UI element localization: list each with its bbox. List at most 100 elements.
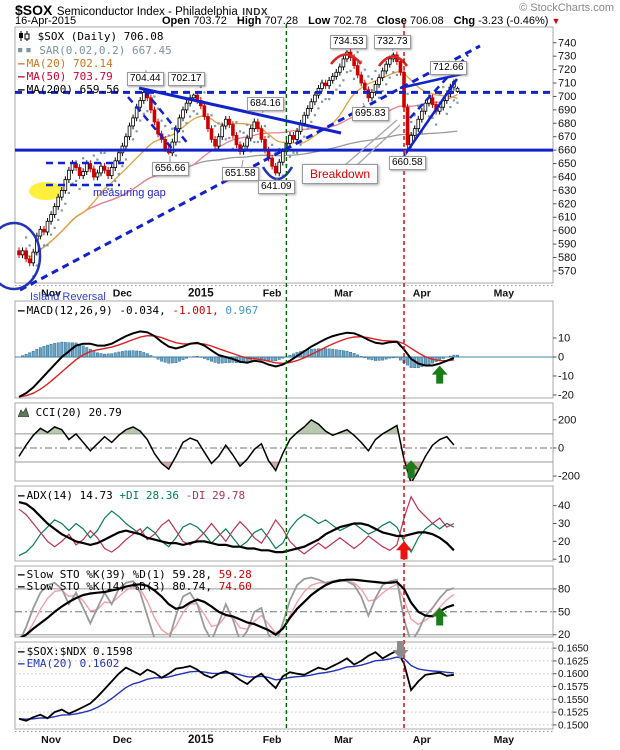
close-value: 706.08 xyxy=(409,15,444,27)
svg-text:20: 20 xyxy=(558,629,570,641)
price-callout: 732.73 xyxy=(374,35,411,49)
svg-text:-10: -10 xyxy=(558,370,574,382)
macd-signal-value: -1.001, xyxy=(172,304,219,317)
bottom-arc xyxy=(261,166,294,181)
ma200-legend-label: MA(200) 659.56 xyxy=(26,83,120,96)
sto-panel-border xyxy=(14,565,554,638)
svg-text:680: 680 xyxy=(558,118,576,130)
ma200-line-icon: — xyxy=(18,83,25,96)
cci-panel-border xyxy=(14,402,554,482)
minus-di-line xyxy=(18,495,455,555)
plus-di-line xyxy=(18,510,455,557)
svg-text:Mar: Mar xyxy=(334,734,353,746)
sto-legend-2: — Slow STO %K(14) %D(3) 80.74, 74.60 xyxy=(18,580,252,593)
svg-text:630: 630 xyxy=(558,185,576,197)
sto-legend-1: — Slow STO %K(39) %D(1) 59.28, 59.28 xyxy=(18,568,252,581)
price-callout: 651.58 xyxy=(222,167,259,181)
main-legend-row-price: $SOX (Daily) 706.08 xyxy=(18,30,163,43)
adx-plus-di: +DI 28.36 xyxy=(119,489,179,502)
ratio-ema-legend: — EMA(20) 0.1602 xyxy=(18,657,119,670)
change-down-icon: ▼ xyxy=(551,16,561,26)
sto-k39-line xyxy=(19,578,455,637)
macd-series xyxy=(15,330,553,398)
main-legend-row-sar: ■ ■ SAR(0.02,0.2) 667.45 xyxy=(18,44,172,57)
adx-series xyxy=(18,495,455,557)
ratio-ema-line xyxy=(18,656,454,720)
price-callout: 712.66 xyxy=(430,61,467,75)
svg-text:700: 700 xyxy=(558,91,576,103)
svg-text:10: 10 xyxy=(558,333,570,345)
down-arrow-annotation xyxy=(392,641,409,659)
svg-text:Nov: Nov xyxy=(41,734,61,746)
sto-d3-line xyxy=(23,580,455,637)
island-circle xyxy=(0,221,42,291)
svg-text:Apr: Apr xyxy=(413,734,431,746)
svg-text:40: 40 xyxy=(558,500,570,512)
svg-text:Nov: Nov xyxy=(41,288,61,300)
sto-k14-line xyxy=(20,576,455,637)
svg-text:0: 0 xyxy=(558,442,564,454)
svg-text:0.1650: 0.1650 xyxy=(558,644,589,655)
svg-text:80: 80 xyxy=(558,583,570,595)
price-callout: 641.09 xyxy=(258,180,295,194)
ma50-line-icon: — xyxy=(18,70,25,83)
svg-text:650: 650 xyxy=(558,158,576,170)
open-label: Open xyxy=(162,15,191,27)
sto1-name: Slow STO %K(39) %D(1) 59.28, xyxy=(26,568,213,581)
peak-arc xyxy=(377,55,409,67)
svg-text:720: 720 xyxy=(558,64,576,76)
svg-text:Mar: Mar xyxy=(334,288,353,300)
cci-legend: CCI(20) 20.79 xyxy=(17,406,122,419)
svg-text:0.1600: 0.1600 xyxy=(558,669,589,680)
open-value: 703.72 xyxy=(193,15,227,27)
svg-text:0.1525: 0.1525 xyxy=(558,708,589,719)
sto2-name: Slow STO %K(14) %D(3) 80.74, xyxy=(26,580,213,593)
svg-text:610: 610 xyxy=(558,212,576,224)
svg-text:30: 30 xyxy=(558,518,570,530)
svg-text:690: 690 xyxy=(558,104,576,116)
ratio-panel-border xyxy=(14,641,554,730)
ratio-legend: — $SOX:$NDX 0.1598 xyxy=(18,645,133,658)
svg-text:May: May xyxy=(494,288,515,300)
svg-text:20: 20 xyxy=(558,536,570,548)
chart-annotation-text: Island Reversal xyxy=(30,291,106,303)
adx-minus-di: -DI 29.78 xyxy=(185,489,246,502)
main-legend-row-ma50: — MA(50) 703.79 xyxy=(18,70,113,83)
ratio-series xyxy=(15,647,553,726)
ratio-ema-name: EMA(20) 0.1602 xyxy=(26,657,120,670)
svg-text:Feb: Feb xyxy=(263,734,282,746)
breakdown-callout: Breakdown xyxy=(302,164,379,184)
sto-series xyxy=(15,576,553,637)
svg-text:570: 570 xyxy=(558,265,576,277)
svg-text:10: 10 xyxy=(558,554,570,566)
svg-text:2015: 2015 xyxy=(188,288,214,300)
main-legend-row-ma200: — MA(200) 659.56 xyxy=(18,83,119,96)
cci-series xyxy=(15,418,553,481)
macd-name: MACD(12,26,9) xyxy=(26,304,113,317)
svg-text:710: 710 xyxy=(558,78,576,90)
sto2-line-icon: — xyxy=(18,580,25,593)
chg-value: -3.23 (-0.46%) xyxy=(478,15,549,27)
chart-annotation-text: measuring gap xyxy=(93,187,166,199)
macd-legend: — MACD(12,26,9) -0.034, -1.001, 0.967 xyxy=(18,304,258,317)
price-callout: 695.83 xyxy=(352,107,389,121)
adx-name: ADX(14) 14.73 xyxy=(26,489,113,502)
adx-legend: — ADX(14) 14.73 +DI 28.36 -DI 29.78 xyxy=(18,489,245,502)
symbol: $SOX xyxy=(15,2,53,18)
high-value: 707.28 xyxy=(264,15,299,27)
svg-text:Apr: Apr xyxy=(413,288,431,300)
quote-date: 16-Apr-2015 xyxy=(15,15,77,27)
macd-line-icon: — xyxy=(18,304,25,317)
svg-text:0.1575: 0.1575 xyxy=(558,682,589,693)
sar-dots-icon: ■ ■ xyxy=(18,46,31,54)
svg-text:670: 670 xyxy=(558,131,576,143)
macd-line xyxy=(18,330,455,398)
symbol-title: Semiconductor Index - Philadelphia xyxy=(56,6,238,18)
svg-text:-20: -20 xyxy=(558,389,574,401)
ema-line-icon: — xyxy=(18,657,25,670)
sto1-line-icon: — xyxy=(18,568,25,581)
svg-text:580: 580 xyxy=(558,252,576,264)
svg-text:600: 600 xyxy=(558,225,576,237)
exchange-label: INDX xyxy=(242,7,269,18)
